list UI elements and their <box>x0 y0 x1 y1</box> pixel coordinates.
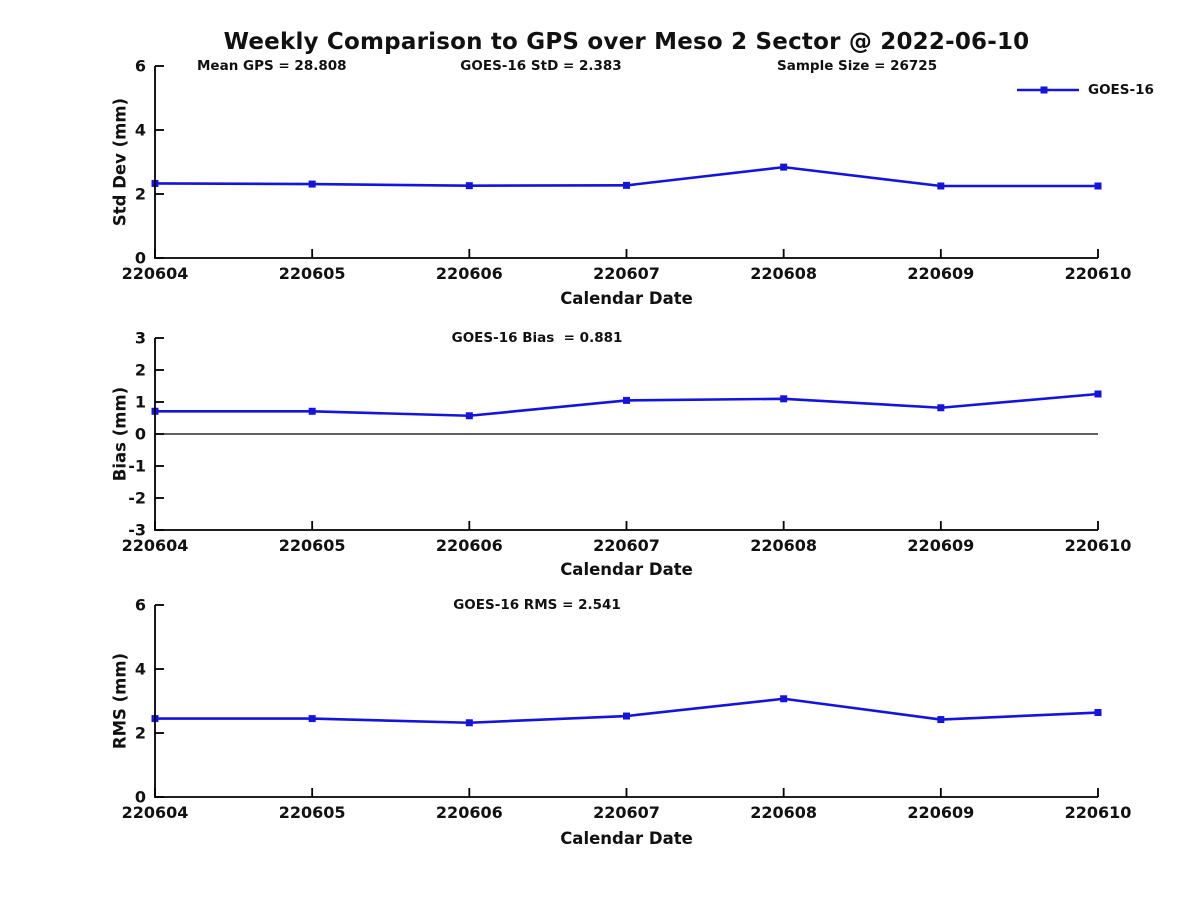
rms-x-tick-label: 220604 <box>122 803 189 822</box>
subplot-rms: 0 2 4 6 220604 220605 220606 220607 220608 220609… <box>122 596 1132 823</box>
stddev-y-tick-label: 2 <box>135 185 146 204</box>
rms-y-tick-label: 6 <box>135 596 146 615</box>
bias-x-tick-label: 220608 <box>750 536 817 555</box>
rms-x-tick-label: 220606 <box>436 803 503 822</box>
rms-x-tick-label: 220607 <box>593 803 660 822</box>
rms-x-tick-label: 220610 <box>1065 803 1132 822</box>
legend: GOES-16 <box>1017 82 1154 98</box>
stddev-x-tick-label: 220608 <box>750 264 817 283</box>
legend-label: GOES-16 <box>1088 82 1154 98</box>
stddev-data-marker <box>623 181 630 189</box>
subplot-stddev: 0 2 4 6 220604 220605 220606 220607 220608 220609… <box>122 57 1132 284</box>
rms-x-tick-label: 220609 <box>907 803 974 822</box>
subplot-bias: -3 -2 -1 0 1 2 3 220604 220605 220606 220607 220608… <box>122 329 1132 556</box>
bias-y-tick-label: 1 <box>135 393 146 412</box>
stddev-axes <box>154 66 1098 259</box>
rms-axes <box>154 605 1098 798</box>
annotation-mean-gps: Mean GPS = 28.808 <box>197 58 347 74</box>
stddev-x-tick-label: 220606 <box>436 264 503 283</box>
stddev-y-tick-label: 6 <box>135 57 146 76</box>
bias-x-tick-label: 220607 <box>593 536 660 555</box>
bias-subplot-title: GOES-16 Bias = 0.881 <box>451 330 623 346</box>
bias-data-marker <box>623 396 630 404</box>
annotation-goes16-std: GOES-16 StD = 2.383 <box>460 58 622 74</box>
rms-y-tick-label: 0 <box>135 788 146 807</box>
stddev-y-tick-label: 4 <box>135 121 146 140</box>
figure-title: Weekly Comparison to GPS over Meso 2 Sec… <box>223 29 1030 55</box>
rms-x-tick-label: 220605 <box>279 803 346 822</box>
stddev-data-marker <box>465 182 473 190</box>
rms-x-tick-label: 220608 <box>750 803 817 822</box>
stddev-x-axis-label: Calendar Date <box>560 289 693 308</box>
bias-y-tick-label: -2 <box>128 489 146 508</box>
bias-data-marker <box>465 412 473 420</box>
stddev-x-tick-label: 220607 <box>593 264 660 283</box>
bias-y-tick-label: 3 <box>135 329 146 348</box>
stddev-x-tick-label: 220604 <box>122 264 189 283</box>
bias-y-tick-label: -3 <box>128 521 146 540</box>
bias-x-tick-label: 220609 <box>907 536 974 555</box>
bias-data-marker <box>1094 390 1102 398</box>
stddev-x-tick-label: 220609 <box>907 264 974 283</box>
stddev-data-marker <box>1094 182 1102 190</box>
stddev-data-marker <box>308 180 316 188</box>
bias-x-tick-label: 220604 <box>122 536 189 555</box>
bias-data-marker <box>308 407 316 415</box>
bias-data-marker <box>937 404 945 412</box>
bias-y-tick-label: -1 <box>128 457 146 476</box>
rms-x-axis-label: Calendar Date <box>560 829 693 848</box>
stddev-x-tick-label: 220610 <box>1065 264 1132 283</box>
rms-y-tick-label: 2 <box>135 724 146 743</box>
stddev-data-marker <box>780 163 788 171</box>
stddev-data-marker <box>937 182 945 190</box>
bias-y-tick-label: 0 <box>135 425 146 444</box>
rms-subplot-title: GOES-16 RMS = 2.541 <box>453 597 621 613</box>
rms-data-marker <box>937 716 945 724</box>
rms-data-marker <box>1094 709 1102 717</box>
rms-data-marker <box>308 715 316 723</box>
stddev-y-tick-label: 0 <box>135 249 146 268</box>
bias-x-tick-label: 220610 <box>1065 536 1132 555</box>
legend-line-icon <box>1017 86 1079 94</box>
rms-data-marker <box>623 712 630 720</box>
bias-x-tick-label: 220606 <box>436 536 503 555</box>
rms-y-tick-label: 4 <box>135 660 146 679</box>
rms-data-marker <box>780 695 788 703</box>
annotation-sample-size: Sample Size = 26725 <box>777 58 938 74</box>
bias-data-marker <box>780 395 788 403</box>
rms-data-marker <box>465 719 473 727</box>
stddev-x-tick-label: 220605 <box>279 264 346 283</box>
bias-x-tick-label: 220605 <box>279 536 346 555</box>
bias-y-tick-label: 2 <box>135 361 146 380</box>
bias-x-axis-label: Calendar Date <box>560 560 693 579</box>
